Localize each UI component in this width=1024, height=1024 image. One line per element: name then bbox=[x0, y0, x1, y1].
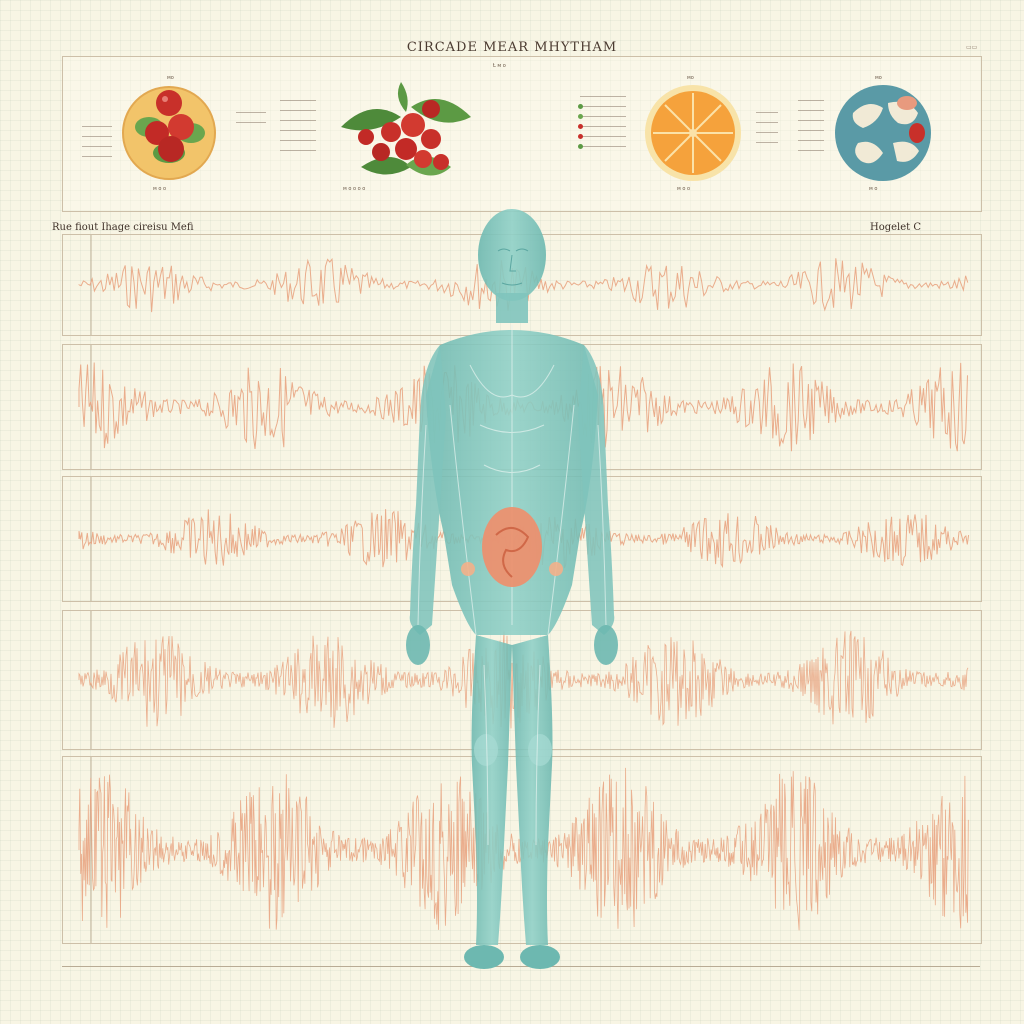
legend-dot bbox=[578, 134, 583, 139]
annotation-line bbox=[580, 96, 626, 97]
legend-dot bbox=[578, 104, 583, 109]
annotation-line bbox=[82, 146, 112, 147]
annotation-line bbox=[580, 146, 626, 147]
food-caption: ᴍ ᴏ bbox=[869, 186, 878, 192]
food-label: ᴍᴏ bbox=[687, 75, 694, 81]
annotation-line bbox=[798, 130, 824, 131]
page-title: CIRCADE MEAR MHYTHAM bbox=[406, 40, 618, 55]
food-caption: ᴍ ᴏ ᴏ bbox=[153, 186, 167, 192]
corner-mark: ▭▭ bbox=[966, 44, 978, 51]
annotation-line bbox=[82, 156, 112, 157]
food-label: ᴍᴏ bbox=[875, 75, 882, 81]
annotation-line bbox=[756, 142, 778, 143]
annotation-line bbox=[280, 140, 316, 141]
annotation-line bbox=[798, 140, 824, 141]
annotation-line bbox=[580, 116, 626, 117]
annotation-line bbox=[756, 122, 778, 123]
annotation-line bbox=[798, 100, 824, 101]
annotation-line bbox=[756, 112, 778, 113]
annotation-line bbox=[580, 126, 626, 127]
top-food-panel: Ƚ ᴍ ᴏ ᴍᴏ ᴍ ᴏ ᴏ bbox=[62, 56, 982, 212]
legend-dot bbox=[578, 124, 583, 129]
section-left-label: Rue fiout Ihage cireisu Mefi bbox=[52, 222, 194, 233]
top-panel-caption: Ƚ ᴍ ᴏ bbox=[493, 63, 506, 69]
bottom-axis bbox=[62, 966, 980, 967]
food-caption: ᴍ ᴏ ᴏ ᴏ ᴏ bbox=[343, 186, 366, 192]
cherry-leaves-icon bbox=[341, 82, 471, 176]
section-right-label: Hogelet C bbox=[870, 222, 922, 233]
human-body-figure bbox=[406, 209, 618, 969]
annotation-line bbox=[756, 132, 778, 133]
annotation-line bbox=[798, 120, 824, 121]
legend-dot bbox=[578, 144, 583, 149]
legend-dot bbox=[578, 114, 583, 119]
annotation-line bbox=[82, 136, 112, 137]
annotation-line bbox=[798, 110, 824, 111]
globe-plate-icon bbox=[835, 85, 931, 181]
annotation-line bbox=[580, 106, 626, 107]
annotation-line bbox=[280, 110, 316, 111]
annotation-line bbox=[280, 150, 316, 151]
annotation-line bbox=[280, 100, 316, 101]
annotation-line bbox=[280, 120, 316, 121]
food-caption: ᴍ ᴏ ᴏ bbox=[677, 186, 691, 192]
food-label: ᴍᴏ bbox=[167, 75, 174, 81]
annotation-line bbox=[280, 130, 316, 131]
annotation-line bbox=[798, 150, 824, 151]
tomato-basil-bowl-icon bbox=[122, 86, 216, 180]
annotation-line bbox=[82, 126, 112, 127]
annotation-line bbox=[236, 122, 266, 123]
annotation-line bbox=[580, 136, 626, 137]
annotation-line bbox=[236, 112, 266, 113]
orange-slice-icon bbox=[645, 85, 741, 181]
